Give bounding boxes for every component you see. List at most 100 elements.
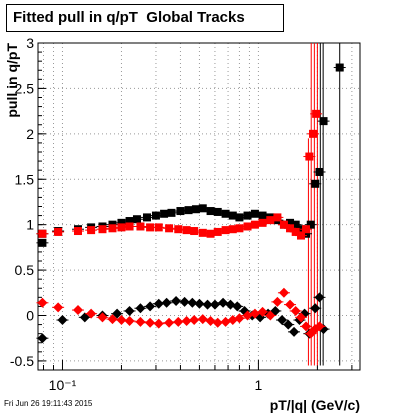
data-point-square (297, 231, 306, 240)
data-point-diamond (220, 316, 231, 327)
data-point-diamond (277, 315, 288, 326)
data-point-square (176, 207, 185, 216)
data-point-square (54, 227, 63, 236)
data-point-square (198, 204, 207, 213)
data-point-diamond (181, 315, 192, 326)
data-point-square (235, 213, 244, 222)
data-point-diamond (187, 297, 198, 308)
data-point-diamond (314, 321, 325, 332)
data-point-diamond (72, 305, 83, 316)
data-point-diamond (249, 308, 260, 319)
data-point-diamond (57, 315, 68, 326)
data-point-square (266, 216, 275, 225)
data-point-diamond (272, 296, 283, 307)
data-point-square (243, 211, 252, 220)
data-point-diamond (242, 310, 253, 321)
data-point-square (306, 220, 315, 229)
data-point-diamond (265, 310, 276, 321)
data-point-square (221, 226, 230, 235)
x-tick-label: 1 (255, 377, 263, 393)
data-point-square (206, 229, 215, 238)
data-point-diamond (197, 314, 208, 325)
data-point-square (108, 224, 117, 233)
data-point-square (279, 220, 288, 229)
data-point-diamond (212, 317, 223, 328)
y-tick-label: 2.5 (15, 80, 35, 96)
data-point-diamond (290, 305, 301, 316)
y-tick-label: -0.5 (10, 353, 34, 369)
data-point-square (165, 224, 174, 233)
data-point-square (305, 152, 314, 161)
data-point-square (160, 209, 169, 218)
y-tick-label: 2 (26, 126, 34, 142)
data-point-square (311, 179, 320, 188)
data-point-square (291, 220, 300, 229)
data-point-diamond (161, 297, 172, 308)
data-point-square (73, 227, 82, 236)
data-point-diamond (202, 299, 213, 310)
data-point-diamond (145, 301, 156, 312)
data-point-diamond (37, 297, 48, 308)
data-point-square (167, 208, 176, 217)
data-point-square (191, 205, 200, 214)
data-point-square (213, 207, 222, 216)
data-point-square (184, 206, 193, 215)
data-point-square (190, 227, 199, 236)
chart-title: Fitted pull in q/pT Global Tracks (6, 4, 284, 32)
data-point-square (154, 223, 163, 232)
data-point-square (312, 109, 321, 118)
data-point-diamond (257, 306, 268, 317)
data-point-square (146, 223, 155, 232)
data-point-square (286, 218, 295, 227)
data-point-diamond (124, 305, 135, 316)
data-point-diamond (301, 321, 312, 332)
data-point-square (142, 213, 151, 222)
data-point-diamond (153, 298, 164, 309)
data-point-diamond (283, 319, 294, 330)
data-point-square (151, 211, 160, 220)
data-point-square (136, 222, 145, 231)
data-point-diamond (232, 301, 243, 312)
data-point-diamond (135, 303, 146, 314)
data-point-diamond (37, 333, 48, 344)
data-point-square (125, 217, 134, 226)
data-point-diamond (53, 302, 64, 313)
data-point-square (228, 211, 237, 220)
data-point-square (315, 167, 324, 176)
data-point-diamond (164, 317, 175, 328)
data-point-diamond (179, 296, 190, 307)
data-point-diamond (124, 315, 135, 326)
data-point-square (182, 226, 191, 235)
data-point-square (243, 222, 252, 231)
data-point-square (302, 229, 311, 238)
data-point-diamond (234, 313, 245, 324)
data-point-diamond (314, 292, 325, 303)
data-point-square (38, 229, 47, 238)
data-point-diamond (116, 315, 127, 326)
y-tick-label: 0.5 (15, 262, 35, 278)
data-point-square (258, 211, 267, 220)
data-point-square (235, 224, 244, 233)
data-point-diamond (194, 298, 205, 309)
y-tick-label: 1 (26, 217, 34, 233)
data-point-square (198, 228, 207, 237)
data-point-diamond (296, 312, 307, 323)
y-tick-label: 1.5 (15, 171, 35, 187)
data-point-square (291, 227, 300, 236)
data-point-diamond (189, 315, 200, 326)
data-point-square (302, 225, 311, 234)
data-point-diamond (107, 314, 118, 325)
data-point-square (213, 227, 222, 236)
x-tick-label: 10⁻¹ (49, 377, 77, 393)
data-point-square (174, 225, 183, 234)
data-point-square (250, 220, 259, 229)
data-point-diamond (310, 303, 321, 314)
data-point-square (286, 224, 295, 233)
footer-timestamp: Fri Jun 26 19:11:43 2015 (4, 399, 93, 408)
data-point-diamond (285, 299, 296, 310)
y-tick-label: 0 (26, 308, 34, 324)
data-point-square (132, 215, 141, 224)
data-point-square (335, 63, 344, 72)
data-point-diamond (153, 318, 164, 329)
data-point-square (87, 226, 96, 235)
